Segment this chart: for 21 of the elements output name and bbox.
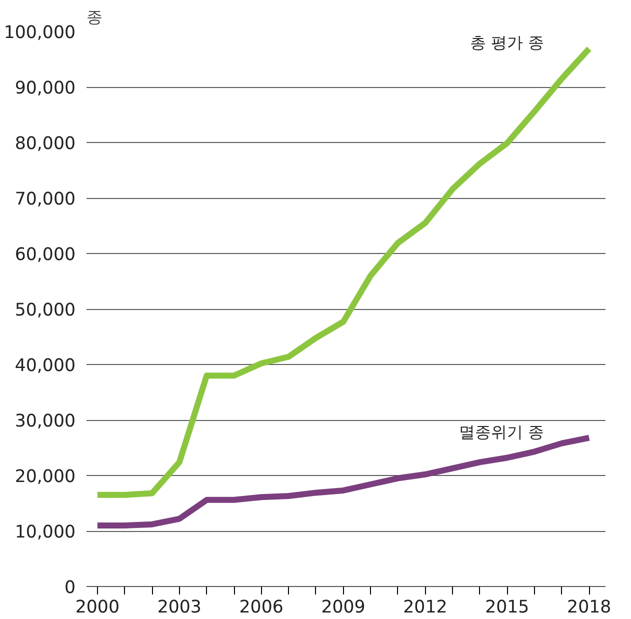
y-tick-label: 70,000 xyxy=(14,190,76,210)
x-tick-label: 2000 xyxy=(75,598,120,618)
x-tick-label: 2003 xyxy=(157,598,202,618)
x-tick-label: 2006 xyxy=(239,598,284,618)
x-tick-label: 2018 xyxy=(567,598,612,618)
y-axis-title: 종 xyxy=(86,8,102,26)
y-tick-label: 80,000 xyxy=(14,134,76,154)
x-tick-label: 2009 xyxy=(321,598,366,618)
y-tick-label: 0 xyxy=(64,578,76,598)
y-tick-label: 50,000 xyxy=(14,300,76,320)
x-tick-label: 2012 xyxy=(403,598,448,618)
y-tick-label: 40,000 xyxy=(14,356,76,376)
series-label: 멸종위기 종 xyxy=(459,422,544,442)
y-tick-label: 10,000 xyxy=(14,522,76,542)
y-tick-label: 60,000 xyxy=(14,245,76,265)
series-label: 총 평가 종 xyxy=(470,33,544,52)
y-tick-label: 30,000 xyxy=(14,412,76,432)
y-tick-label: 20,000 xyxy=(14,467,76,487)
x-tick-label: 2015 xyxy=(485,598,530,618)
y-tick-label: 100,000 xyxy=(4,23,76,43)
y-tick-label: 90,000 xyxy=(14,78,76,98)
